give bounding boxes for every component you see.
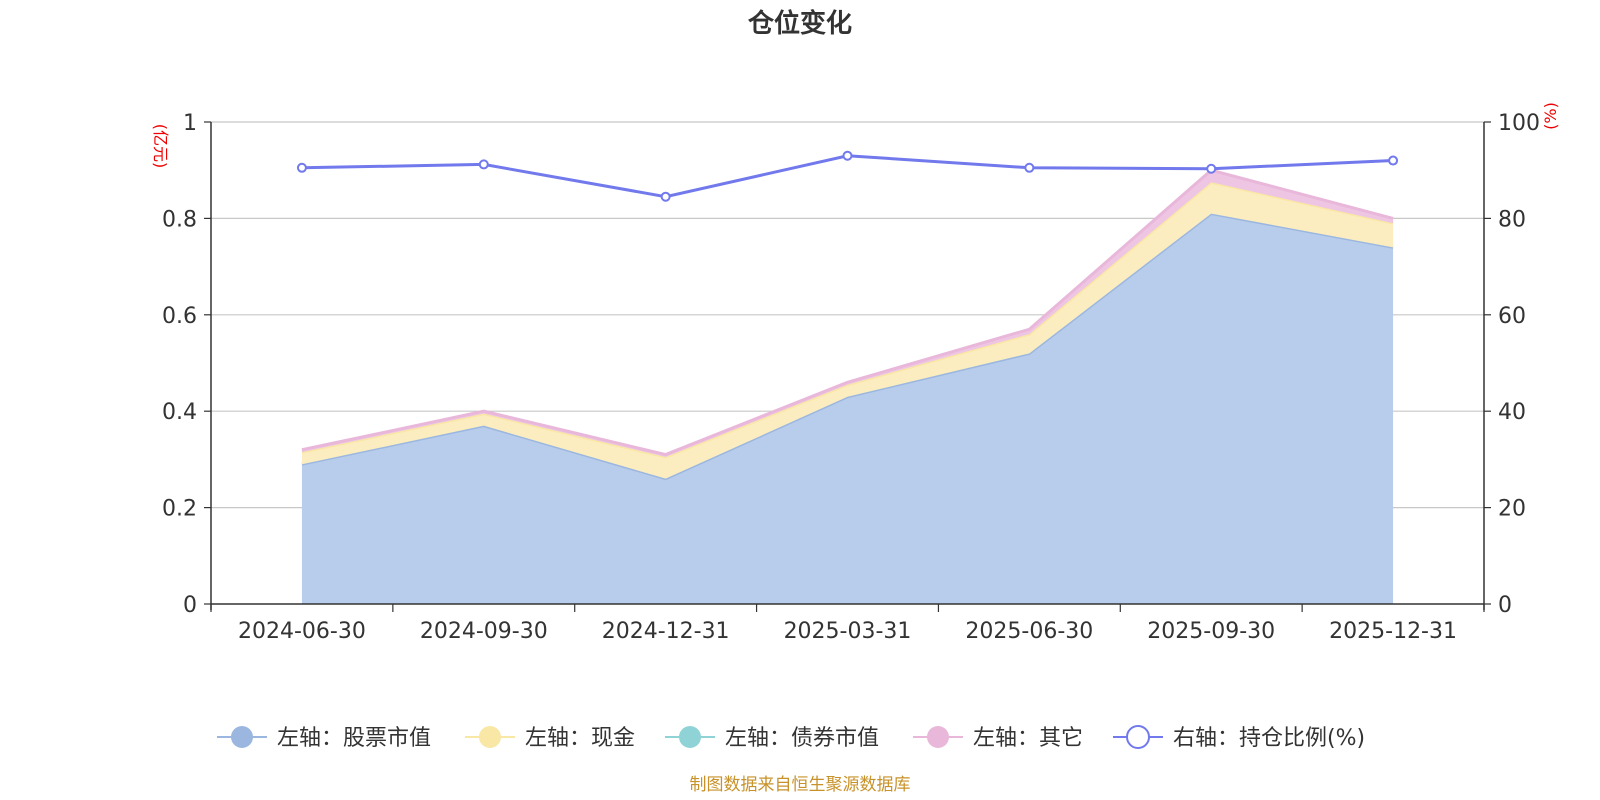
legend-marker: [927, 726, 949, 748]
area-1: [301, 182, 1394, 479]
legend-label: 左轴：股票市值: [277, 726, 431, 751]
right-tick-label: 60: [1498, 304, 1526, 329]
chart-title: 仓位变化: [747, 8, 852, 39]
left-axis-unit: (亿元): [151, 124, 170, 169]
legend-label: 左轴：现金: [525, 726, 635, 751]
right-tick-label: 20: [1498, 497, 1526, 522]
right-tick-label: 100: [1498, 111, 1540, 136]
ratio-line-series: [296, 150, 1399, 202]
legend-label: 左轴：其它: [973, 726, 1083, 751]
right-axis-unit: (%): [1541, 102, 1560, 130]
x-tick-label: 2024-12-31: [602, 619, 730, 644]
ratio-point: [296, 162, 307, 173]
legend-item-2[interactable]: 左轴：债券市值: [665, 726, 879, 751]
x-tick-label: 2025-12-31: [1329, 619, 1457, 644]
legend-marker: [479, 726, 501, 748]
legend-marker: [1126, 725, 1150, 749]
left-tick-label: 0: [183, 593, 197, 618]
x-tick-label: 2025-06-30: [965, 619, 1093, 644]
ratio-point: [1388, 155, 1399, 166]
legend-item-1[interactable]: 左轴：现金: [465, 726, 635, 751]
legend-label: 右轴：持仓比例(%): [1173, 726, 1365, 751]
left-tick-label: 0.2: [162, 497, 197, 522]
legend[interactable]: 左轴：股票市值 左轴：现金 左轴：债券市值 左轴：其它 右轴：持仓比例(%): [217, 725, 1365, 751]
legend-item-4[interactable]: 右轴：持仓比例(%): [1113, 725, 1365, 751]
source-note: 制图数据来自恒生聚源数据库: [690, 775, 911, 795]
left-tick-label: 1: [183, 111, 197, 136]
area-3: [301, 170, 1394, 457]
ratio-point: [1206, 163, 1217, 174]
left-tick-label: 0.4: [162, 400, 197, 425]
ratio-point: [660, 191, 671, 202]
legend-item-3[interactable]: 左轴：其它: [913, 726, 1083, 751]
legend-label: 左轴：债券市值: [725, 726, 879, 751]
left-tick-label: 0.6: [162, 304, 197, 329]
legend-item-0[interactable]: 左轴：股票市值: [217, 726, 431, 751]
right-tick-label: 0: [1498, 593, 1512, 618]
x-tick-label: 2025-09-30: [1147, 619, 1275, 644]
ratio-point: [842, 150, 853, 161]
ratio-point: [1024, 162, 1035, 173]
legend-marker: [679, 726, 701, 748]
right-tick-label: 40: [1498, 400, 1526, 425]
stacked-areas: [301, 168, 1394, 604]
legend-marker: [231, 726, 253, 748]
x-tick-label: 2024-09-30: [420, 619, 548, 644]
area-0: [301, 213, 1394, 604]
left-tick-label: 0.8: [162, 207, 197, 232]
ratio-point: [478, 159, 489, 170]
right-tick-label: 80: [1498, 207, 1526, 232]
x-tick-label: 2024-06-30: [238, 619, 366, 644]
axes: 0 0.2 0.4 0.6 0.8 1 0 20 40 60 80 100 2024-06-30 2024…: [151, 102, 1560, 644]
x-tick-label: 2025-03-31: [784, 619, 912, 644]
